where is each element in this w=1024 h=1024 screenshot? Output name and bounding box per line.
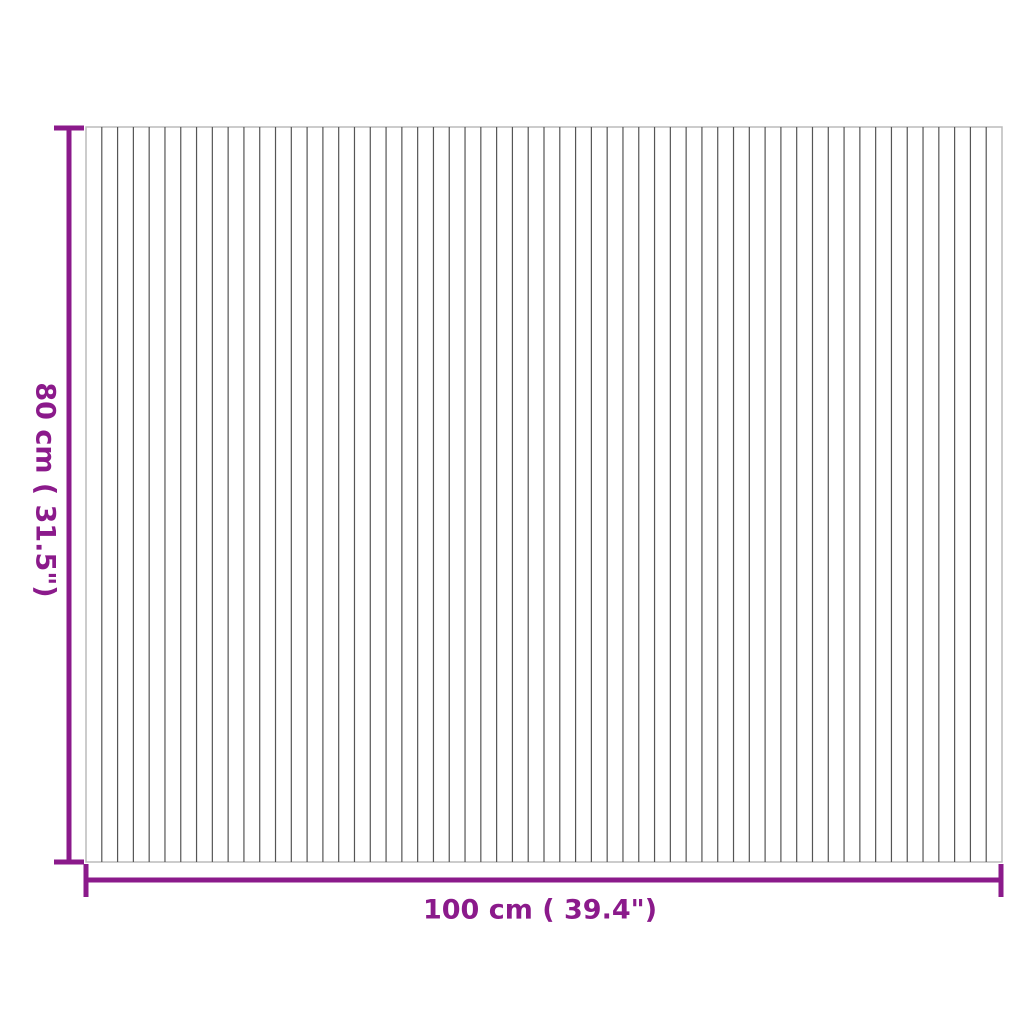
- height-dimension-line: [54, 125, 84, 865]
- height-label: 80 cm ( 31.5"): [29, 382, 61, 598]
- slats: [101, 127, 987, 862]
- width-dimension-line: [83, 864, 1004, 897]
- width-label: 100 cm ( 39.4"): [422, 894, 658, 926]
